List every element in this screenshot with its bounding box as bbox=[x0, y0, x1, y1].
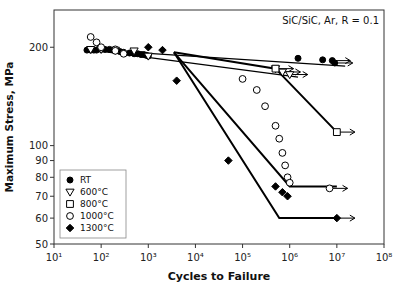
y-tick bbox=[50, 47, 54, 48]
x-tick bbox=[54, 244, 55, 248]
data-point bbox=[239, 76, 246, 83]
data-point bbox=[87, 34, 94, 41]
trend-line bbox=[174, 52, 337, 218]
data-point bbox=[112, 47, 119, 54]
data-point bbox=[173, 77, 181, 85]
y-tick-label: 50 bbox=[35, 239, 48, 250]
data-point bbox=[271, 66, 279, 73]
data-point bbox=[278, 69, 286, 76]
data-point bbox=[320, 57, 326, 63]
data-point bbox=[262, 103, 269, 110]
x-tick-label: 10² bbox=[93, 252, 110, 263]
legend-box bbox=[60, 170, 126, 238]
data-point bbox=[111, 47, 119, 54]
x-tick-label: 10⁸ bbox=[376, 252, 393, 263]
data-point bbox=[286, 72, 294, 79]
data-point bbox=[130, 48, 138, 55]
data-point bbox=[112, 48, 118, 54]
legend-marker bbox=[66, 224, 74, 232]
data-point bbox=[144, 53, 152, 60]
data-point bbox=[253, 87, 260, 94]
data-point bbox=[282, 162, 289, 169]
legend-label: 1300°C bbox=[80, 223, 114, 233]
x-tick-label: 10⁶ bbox=[281, 252, 298, 263]
data-point bbox=[332, 60, 338, 66]
x-tick bbox=[195, 244, 196, 248]
data-point bbox=[272, 65, 279, 72]
y-tick bbox=[50, 177, 54, 178]
trend-line bbox=[174, 52, 337, 186]
y-tick-label: 100 bbox=[29, 140, 48, 151]
x-tick bbox=[336, 244, 337, 248]
data-point bbox=[145, 43, 153, 51]
data-point bbox=[272, 183, 280, 191]
data-point bbox=[295, 55, 301, 61]
x-tick bbox=[101, 244, 102, 248]
x-tick-label: 10¹ bbox=[46, 252, 63, 263]
y-tick bbox=[50, 160, 54, 161]
legend-label: RT bbox=[80, 175, 92, 185]
data-point bbox=[326, 185, 333, 192]
data-point bbox=[120, 50, 127, 57]
data-point bbox=[279, 149, 286, 156]
annotation: SiC/SiC, Ar, R = 0.1 bbox=[282, 15, 379, 26]
y-tick bbox=[50, 244, 54, 245]
x-tick-label: 10⁴ bbox=[187, 252, 204, 263]
legend-marker bbox=[67, 177, 73, 183]
y-axis-label: Maximum Stress, MPa bbox=[3, 62, 15, 193]
y-tick-label: 60 bbox=[35, 213, 48, 224]
x-tick bbox=[384, 244, 385, 248]
x-axis-label: Cycles to Failure bbox=[168, 270, 271, 283]
data-point bbox=[225, 157, 233, 165]
x-tick-label: 10⁷ bbox=[328, 252, 345, 263]
legend: RT 600°C 800°C 1000°C 1300°C bbox=[60, 170, 126, 238]
legend-marker bbox=[66, 189, 74, 196]
legend-marker bbox=[67, 213, 74, 220]
legend-label: 1000°C bbox=[80, 211, 114, 221]
y-tick-label: 200 bbox=[29, 42, 48, 53]
data-point bbox=[87, 47, 95, 54]
y-tick bbox=[50, 196, 54, 197]
data-point bbox=[98, 44, 105, 51]
y-tick-label: 80 bbox=[35, 172, 48, 183]
data-point bbox=[286, 179, 293, 186]
x-tick-label: 10³ bbox=[140, 252, 157, 263]
x-tick-label: 10⁵ bbox=[234, 252, 251, 263]
x-tick bbox=[289, 244, 290, 248]
data-point bbox=[284, 192, 292, 200]
background bbox=[0, 0, 400, 286]
data-point bbox=[333, 214, 341, 222]
x-tick bbox=[242, 244, 243, 248]
y-tick bbox=[50, 145, 54, 146]
chart: 10¹ 10² 10³ 10⁴ 10⁵ 10⁶ 10⁷ 10⁸ 50 60 70 80 90 100 200… bbox=[0, 0, 400, 286]
data-point bbox=[159, 46, 167, 54]
y-tick bbox=[50, 218, 54, 219]
legend-marker bbox=[67, 201, 74, 208]
x-tick bbox=[148, 244, 149, 248]
plot-frame bbox=[54, 10, 384, 244]
trend-line bbox=[87, 49, 345, 66]
y-tick-label: 70 bbox=[35, 191, 48, 202]
data-point bbox=[276, 135, 283, 142]
data-point bbox=[272, 122, 279, 129]
legend-label: 800°C bbox=[80, 199, 108, 209]
data-point bbox=[333, 129, 340, 136]
legend-label: 600°C bbox=[80, 187, 108, 197]
y-tick-label: 90 bbox=[35, 155, 48, 166]
